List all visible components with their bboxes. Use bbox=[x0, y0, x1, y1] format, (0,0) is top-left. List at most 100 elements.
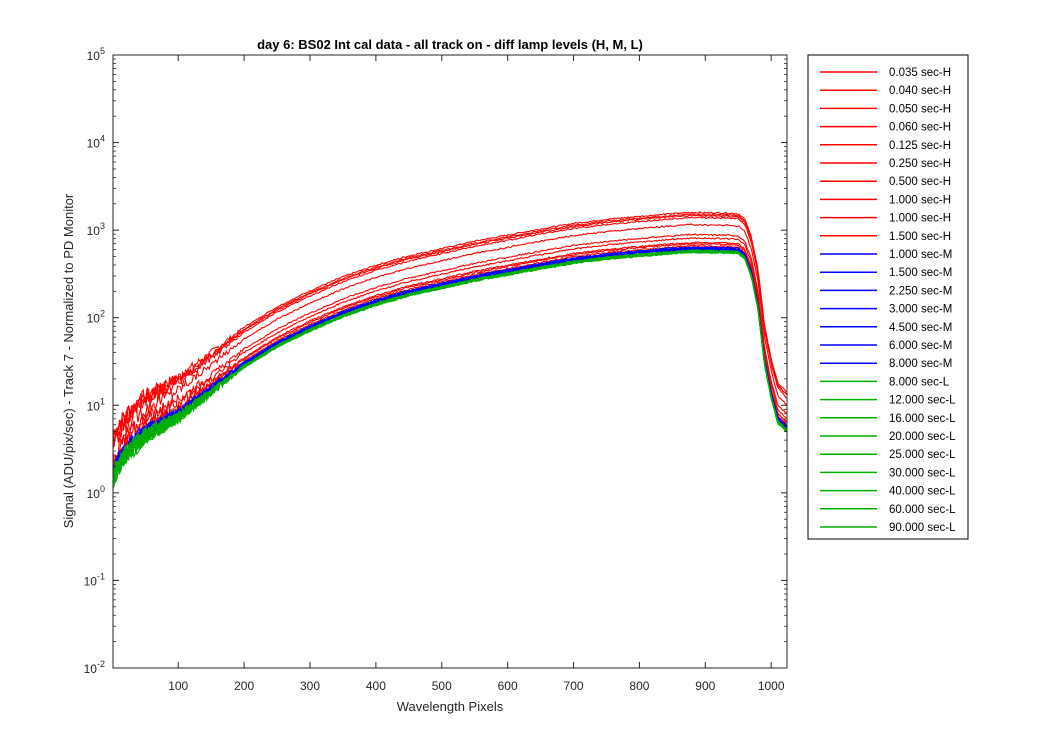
chart-title: day 6: BS02 Int cal data - all track on … bbox=[257, 37, 643, 52]
x-tick-label: 500 bbox=[432, 679, 452, 693]
legend-label: 60.000 sec-L bbox=[889, 504, 956, 516]
legend-label: 1.000 sec-H bbox=[889, 213, 951, 225]
y-tick-base: 10 bbox=[87, 49, 101, 63]
y-tick-exponent: -2 bbox=[97, 659, 105, 669]
x-tick-label: 400 bbox=[366, 679, 386, 693]
legend-label: 2.250 sec-M bbox=[889, 285, 952, 297]
legend-label: 0.500 sec-H bbox=[889, 176, 951, 188]
series-line bbox=[113, 244, 787, 476]
y-tick-base: 10 bbox=[87, 487, 101, 501]
legend-item: 12.000 sec-L bbox=[820, 395, 956, 407]
legend-label: 4.500 sec-M bbox=[889, 322, 952, 334]
legend-item: 8.000 sec-L bbox=[820, 376, 950, 388]
legend-label: 0.250 sec-H bbox=[889, 158, 951, 170]
series-line bbox=[113, 251, 787, 490]
x-tick-label: 200 bbox=[234, 679, 254, 693]
legend-item: 60.000 sec-L bbox=[820, 504, 956, 516]
legend-label: 8.000 sec-L bbox=[889, 376, 950, 388]
legend-item: 0.040 sec-H bbox=[820, 85, 951, 97]
y-tick-exponent: 3 bbox=[100, 221, 105, 231]
legend-item: 20.000 sec-L bbox=[820, 431, 956, 443]
y-tick-label: 101 bbox=[87, 396, 105, 413]
legend-item: 30.000 sec-L bbox=[820, 467, 956, 479]
y-tick-label: 103 bbox=[87, 221, 105, 238]
y-tick-label: 102 bbox=[87, 309, 105, 326]
y-tick-label: 104 bbox=[87, 134, 105, 151]
legend-item: 0.500 sec-H bbox=[820, 176, 951, 188]
legend-item: 1.000 sec-M bbox=[820, 249, 952, 261]
legend-label: 0.060 sec-H bbox=[889, 122, 951, 134]
series-line bbox=[113, 242, 787, 472]
legend-item: 0.250 sec-H bbox=[820, 158, 951, 170]
legend-item: 25.000 sec-L bbox=[820, 449, 956, 461]
x-tick-label: 600 bbox=[498, 679, 518, 693]
legend-label: 0.040 sec-H bbox=[889, 85, 951, 97]
y-tick-base: 10 bbox=[87, 399, 101, 413]
plot-area bbox=[113, 55, 787, 668]
legend-label: 1.500 sec-M bbox=[889, 267, 952, 279]
x-tick-label: 800 bbox=[629, 679, 649, 693]
y-tick-label: 100 bbox=[87, 484, 105, 501]
legend-item: 6.000 sec-M bbox=[820, 340, 952, 352]
y-tick-base: 10 bbox=[84, 574, 98, 588]
legend-label: 20.000 sec-L bbox=[889, 431, 956, 443]
series-line bbox=[113, 216, 787, 447]
y-tick-label: 105 bbox=[87, 46, 105, 63]
legend-label: 1.500 sec-H bbox=[889, 231, 951, 243]
legend-label: 25.000 sec-L bbox=[889, 449, 956, 461]
legend-label: 30.000 sec-L bbox=[889, 467, 956, 479]
y-tick-exponent: 5 bbox=[100, 46, 105, 56]
y-tick-base: 10 bbox=[87, 224, 101, 238]
plot-frame bbox=[112, 54, 788, 669]
y-tick-base: 10 bbox=[87, 312, 101, 326]
x-tick-label: 1000 bbox=[758, 679, 785, 693]
x-tick-label: 900 bbox=[695, 679, 715, 693]
legend-label: 40.000 sec-L bbox=[889, 486, 956, 498]
y-tick-exponent: 4 bbox=[100, 134, 105, 144]
series-line bbox=[113, 223, 787, 449]
y-tick-exponent: 2 bbox=[100, 309, 105, 319]
series-line bbox=[113, 214, 787, 436]
legend-item: 4.500 sec-M bbox=[820, 322, 952, 334]
legend-label: 1.000 sec-M bbox=[889, 249, 952, 261]
legend-label: 6.000 sec-M bbox=[889, 340, 952, 352]
legend-label: 0.125 sec-H bbox=[889, 140, 951, 152]
legend-item: 0.125 sec-H bbox=[820, 140, 951, 152]
series-line bbox=[113, 236, 787, 460]
legend-item: 0.060 sec-H bbox=[820, 122, 951, 134]
legend-label: 12.000 sec-L bbox=[889, 395, 956, 407]
legend-label: 1.000 sec-H bbox=[889, 194, 951, 206]
y-tick-exponent: -1 bbox=[97, 571, 105, 581]
x-tick-label: 700 bbox=[564, 679, 584, 693]
legend-item: 16.000 sec-L bbox=[820, 413, 956, 425]
legend-item: 40.000 sec-L bbox=[820, 486, 956, 498]
legend-item: 1.500 sec-H bbox=[820, 231, 951, 243]
y-tick-label: 10-2 bbox=[84, 659, 105, 676]
legend-item: 0.050 sec-H bbox=[820, 103, 951, 115]
y-tick-exponent: 1 bbox=[100, 396, 105, 406]
series-line bbox=[113, 211, 787, 438]
legend-label: 0.050 sec-H bbox=[889, 103, 951, 115]
legend-item: 2.250 sec-M bbox=[820, 285, 952, 297]
y-tick-base: 10 bbox=[84, 662, 98, 676]
y-tick-label: 10-1 bbox=[84, 571, 105, 588]
legend-label: 90.000 sec-L bbox=[889, 522, 956, 534]
legend-item: 1.500 sec-M bbox=[820, 267, 952, 279]
legend-item: 1.000 sec-H bbox=[820, 194, 951, 206]
legend-item: 0.035 sec-H bbox=[820, 67, 951, 79]
x-axis-label: Wavelength Pixels bbox=[397, 699, 504, 714]
series-line bbox=[113, 213, 787, 443]
series-line bbox=[113, 233, 787, 464]
legend-item: 90.000 sec-L bbox=[820, 522, 956, 534]
series-line bbox=[113, 241, 787, 475]
y-axis-label: Signal (ADU/pix/sec) - Track 7 - Normali… bbox=[61, 193, 76, 528]
legend: 0.035 sec-H 0.040 sec-H 0.050 sec-H 0.060 s… bbox=[820, 67, 956, 534]
legend-item: 8.000 sec-M bbox=[820, 358, 952, 370]
legend-label: 0.035 sec-H bbox=[889, 67, 951, 79]
legend-label: 8.000 sec-M bbox=[889, 358, 952, 370]
x-tick-label: 300 bbox=[300, 679, 320, 693]
x-tick-label: 100 bbox=[168, 679, 188, 693]
y-tick-base: 10 bbox=[87, 137, 101, 151]
